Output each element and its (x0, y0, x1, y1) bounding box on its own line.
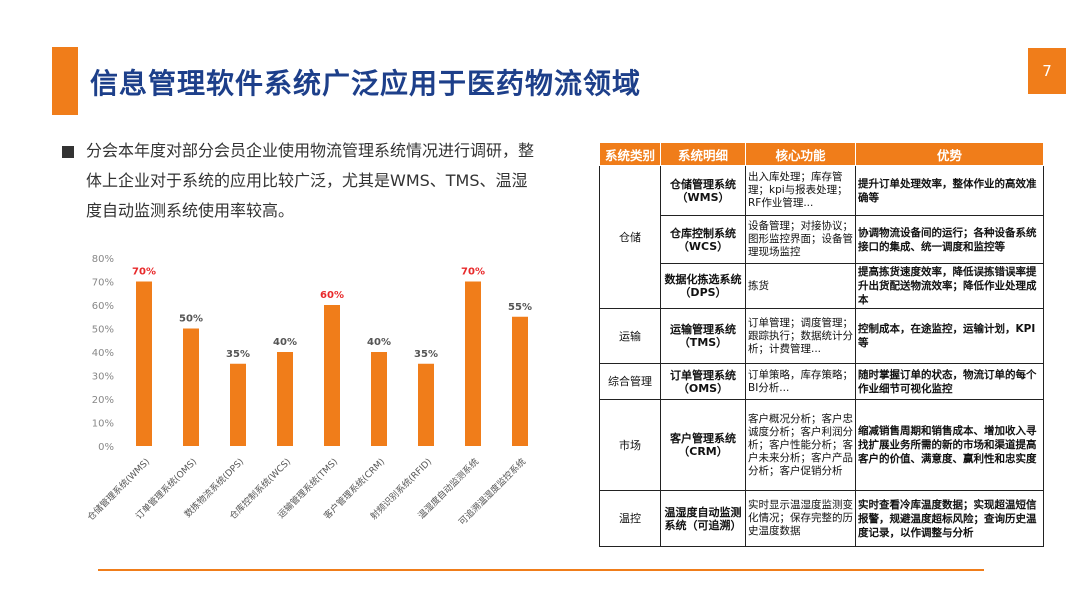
bar (324, 305, 340, 446)
category-cell: 温控 (599, 490, 661, 547)
header-advantage: 优势 (855, 142, 1044, 166)
usage-bar-chart: 0% 10% 20% 30% 40% 50% 60% 70% 80% 70% 50% 35% 40% 6… (85, 254, 532, 528)
core-function-cell: 拣货 (745, 263, 856, 309)
header-category: 系统类别 (599, 142, 661, 166)
y-tick-label: 0% (98, 442, 114, 453)
category-cell: 运输 (599, 308, 661, 364)
y-tick-label: 40% (92, 348, 114, 359)
y-tick-label: 60% (92, 301, 114, 312)
bar-value-label: 40% (367, 337, 391, 348)
page-number-badge: 7 (1028, 48, 1066, 94)
bar (465, 281, 481, 446)
page-title: 信息管理软件系统广泛应用于医药物流领域 (90, 67, 642, 100)
table-row: 仓库控制系统（WCS） 设备管理；对接协议；图形监控界面；设备管理现场监控 协调… (600, 215, 1044, 264)
core-function-cell: 实时显示温湿度监测变化情况；保存完整的历史温度数据 (745, 490, 856, 547)
core-function-cell: 订单管理；调度管理；跟踪执行；数据统计分析；计费管理... (745, 308, 856, 364)
bullet-square-icon (62, 146, 74, 158)
advantage-cell: 提高拣货速度效率，降低误拣错误率提升出货配送物流效率；降低作业处理成本 (855, 263, 1044, 309)
table-row: 综合管理 订单管理系统（OMS） 订单策略，库存策略；BI分析... 随时掌握订… (599, 363, 1044, 400)
advantage-cell: 实时查看冷库温度数据；实现超温短信报警，规避温度超标风险；查询历史温度记录，以作… (855, 490, 1044, 547)
bar (136, 281, 152, 446)
footer-divider (98, 569, 984, 571)
advantage-cell: 随时掌握订单的状态，物流订单的每个作业细节可视化监控 (855, 363, 1044, 400)
table-row: 市场 客户管理系统（CRM） 客户概况分析；客户忠诚度分析；客户利润分析；客户性… (599, 399, 1044, 491)
table-row: 数据化拣选系统（DPS） 拣货 提高拣货速度效率，降低误拣错误率提升出货配送物流… (600, 263, 1044, 309)
system-name-cell: 仓库控制系统（WCS） (660, 215, 746, 264)
advantage-cell: 提升订单处理效率，整体作业的高效准确等 (855, 165, 1044, 216)
bar-value-label: 40% (273, 337, 297, 348)
core-function-cell: 出入库处理；库存管理；kpi与报表处理；RF作业管理... (745, 165, 856, 216)
y-tick-label: 70% (92, 278, 114, 289)
bar-value-label: 60% (320, 290, 344, 301)
bar (277, 352, 293, 446)
core-function-cell: 客户概况分析；客户忠诚度分析；客户利润分析；客户性能分析；客户未来分析；客户产品… (745, 399, 856, 491)
advantage-cell: 协调物流设备间的运行；各种设备系统接口的集成、统一调度和监控等 (855, 215, 1044, 264)
table-row: 运输 运输管理系统（TMS） 订单管理；调度管理；跟踪执行；数据统计分析；计费管… (599, 308, 1044, 364)
bar-value-label: 35% (414, 349, 438, 360)
bar-value-label: 55% (508, 302, 532, 313)
y-tick-label: 20% (92, 395, 114, 406)
table-row: 温控 温湿度自动监测系统（可追溯） 实时显示温湿度监测变化情况；保存完整的历史温… (599, 490, 1044, 547)
bar (418, 363, 434, 446)
system-table: 系统类别 系统明细 核心功能 优势 仓储 仓储管理系统（WMS） 出入库处理；库… (599, 142, 1044, 547)
system-name-cell: 订单管理系统（OMS） (660, 363, 746, 400)
advantage-cell: 控制成本，在途监控，运输计划，KPI等 (855, 308, 1044, 364)
y-tick-label: 30% (92, 372, 114, 383)
y-tick-label: 80% (92, 254, 114, 265)
category-cell: 市场 (599, 399, 661, 491)
core-function-cell: 设备管理；对接协议；图形监控界面；设备管理现场监控 (745, 215, 856, 264)
header-system: 系统明细 (660, 142, 746, 166)
advantage-cell: 缩减销售周期和销售成本、增加收入寻找扩展业务所需的新的市场和渠道提高客户的价值、… (855, 399, 1044, 491)
intro-paragraph: 分会本年度对部分会员企业使用物流管理系统情况进行调研，整体上企业对于系统的应用比… (86, 141, 535, 220)
system-name-cell: 数据化拣选系统（DPS） (660, 263, 746, 309)
table-header-row: 系统类别 系统明细 核心功能 优势 (599, 142, 1044, 166)
bar (183, 328, 199, 446)
bar-value-label: 35% (226, 349, 250, 360)
category-cell: 仓储 (599, 165, 661, 309)
table-row: 仓储 仓储管理系统（WMS） 出入库处理；库存管理；kpi与报表处理；RF作业管… (599, 165, 1044, 309)
bar (230, 363, 246, 446)
bar (371, 352, 387, 446)
system-name-cell: 运输管理系统（TMS） (660, 308, 746, 364)
system-name-cell: 客户管理系统（CRM） (660, 399, 746, 491)
bar-value-label: 50% (179, 314, 203, 325)
title-accent-bar (52, 47, 78, 115)
bar (512, 316, 528, 446)
category-cell: 综合管理 (599, 363, 661, 400)
y-tick-label: 50% (92, 325, 114, 336)
bar-value-label: 70% (461, 267, 485, 278)
bar-value-label: 70% (132, 267, 156, 278)
system-name-cell: 仓储管理系统（WMS） (660, 165, 746, 216)
system-name-cell: 温湿度自动监测系统（可追溯） (660, 490, 746, 547)
core-function-cell: 订单策略，库存策略；BI分析... (745, 363, 856, 400)
header-core: 核心功能 (745, 142, 856, 166)
y-tick-label: 10% (92, 419, 114, 430)
